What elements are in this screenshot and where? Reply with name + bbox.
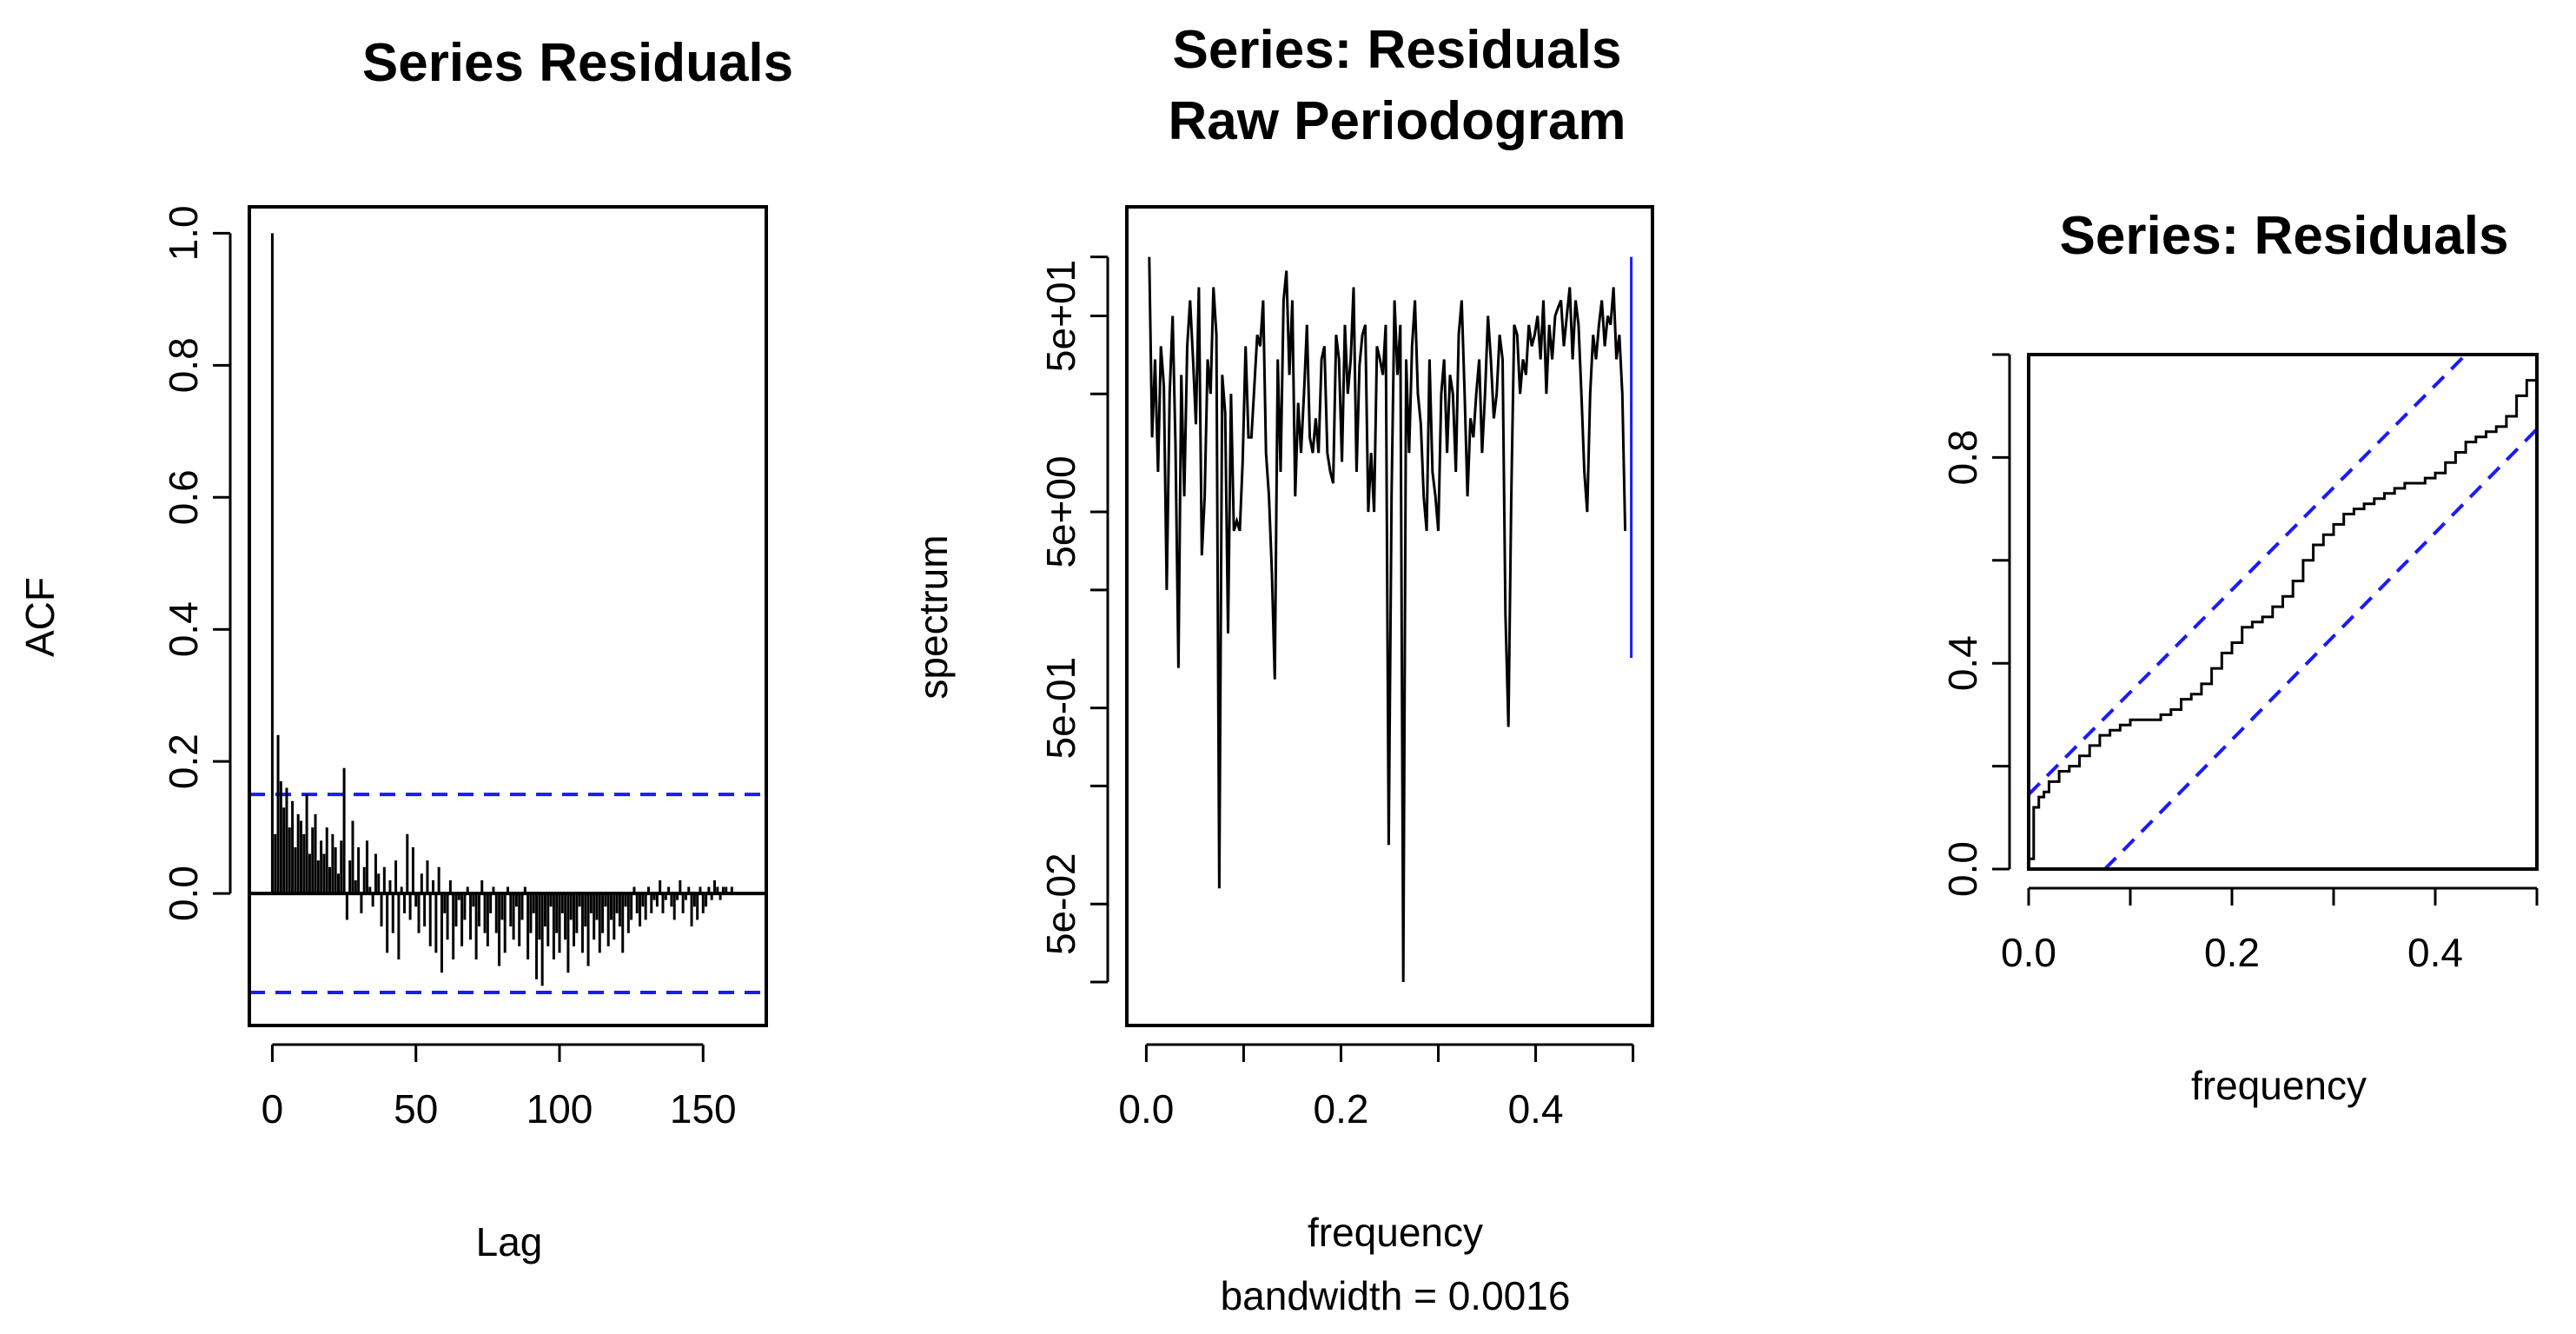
cpgram-x-axis: 0.0 0.2 0.4	[2001, 886, 2539, 975]
cpgram-x-tick-label: 0.2	[2204, 930, 2260, 975]
periodogram-y-tick-label: 5e+00	[1038, 455, 1083, 567]
acf-x-tick-label: 150	[670, 1086, 737, 1132]
periodogram-xlabel: frequency	[1308, 1210, 1483, 1255]
acf-title: Series Residuals	[362, 33, 793, 93]
periodogram-x-axis: 0.0 0.2 0.4	[1118, 1043, 1635, 1132]
acf-y-tick-label: 0.6	[161, 469, 206, 525]
cpgram-y-tick-label: 0.8	[1940, 429, 1985, 485]
cpgram-x-tick-label: 0.4	[2407, 930, 2463, 975]
periodogram-y-tick-label: 5e-01	[1038, 657, 1083, 760]
acf-x-tick-label: 100	[526, 1086, 593, 1132]
acf-y-tick-label: 0.0	[161, 866, 206, 921]
cpgram-line	[2029, 355, 2539, 860]
acf-y-tick-label: 0.2	[161, 733, 206, 789]
acf-y-tick-label: 1.0	[161, 205, 206, 261]
cpgram-series	[2029, 355, 2539, 860]
acf-ylabel: ACF	[17, 577, 63, 657]
periodogram-x-tick-label: 0.0	[1118, 1086, 1174, 1132]
acf-panel: Series Residuals ACF Lag 0 50 100 150 0.00.…	[17, 33, 793, 1264]
cpgram-xlabel: frequency	[2191, 1063, 2367, 1108]
periodogram-y-tick-label: 5e+01	[1038, 260, 1083, 372]
acf-x-tick-label: 0	[262, 1086, 284, 1132]
periodogram-x-tick-label: 0.2	[1314, 1086, 1369, 1132]
cpgram-confidence-band	[2027, 353, 2539, 871]
acf-bars	[249, 233, 766, 986]
periodogram-plot-frame	[1125, 205, 1654, 1027]
acf-x-axis: 0 50 100 150	[262, 1043, 737, 1132]
acf-x-tick-label: 50	[394, 1086, 438, 1132]
acf-plot-frame	[248, 205, 768, 1027]
cpgram-plot-frame	[2027, 353, 2539, 871]
cpgram-x-tick-label: 0.0	[2001, 930, 2056, 975]
cpgram-upper-band	[2027, 353, 2467, 796]
cpgram-panel: Series: Residuals frequency 0.0 0.2 0.4 0.…	[1940, 206, 2539, 1108]
periodogram-panel: Series: Residuals Raw Periodogram spectr…	[911, 20, 1654, 1318]
acf-y-tick-label: 0.4	[161, 601, 206, 657]
periodogram-y-axis: 5e-02 5e-01 5e+00 5e+01	[1038, 256, 1109, 984]
cpgram-y-axis: 0.0 0.4 0.8	[1940, 353, 2011, 897]
acf-confidence-bounds	[249, 793, 766, 995]
periodogram-x-tick-label: 0.4	[1508, 1086, 1564, 1132]
periodogram-bandwidth-label: bandwidth = 0.0016	[1221, 1273, 1571, 1318]
acf-xlabel: Lag	[476, 1219, 543, 1264]
periodogram-line	[1148, 256, 1627, 983]
cpgram-y-tick-label: 0.4	[1940, 635, 1985, 691]
cpgram-title: Series: Residuals	[2060, 206, 2509, 266]
periodogram-series	[1148, 256, 1627, 983]
periodogram-y-tick-label: 5e-02	[1038, 853, 1083, 955]
periodogram-ylabel: spectrum	[911, 534, 956, 699]
periodogram-subtitle: Raw Periodogram	[1168, 91, 1626, 151]
periodogram-title: Series: Residuals	[1173, 20, 1622, 80]
acf-y-tick-label: 0.8	[161, 337, 206, 393]
cpgram-y-tick-label: 0.0	[1940, 841, 1985, 897]
cpgram-lower-band	[2103, 428, 2539, 871]
acf-y-axis: 0.0 0.2 0.4 0.6 0.8 1.0	[161, 205, 232, 921]
